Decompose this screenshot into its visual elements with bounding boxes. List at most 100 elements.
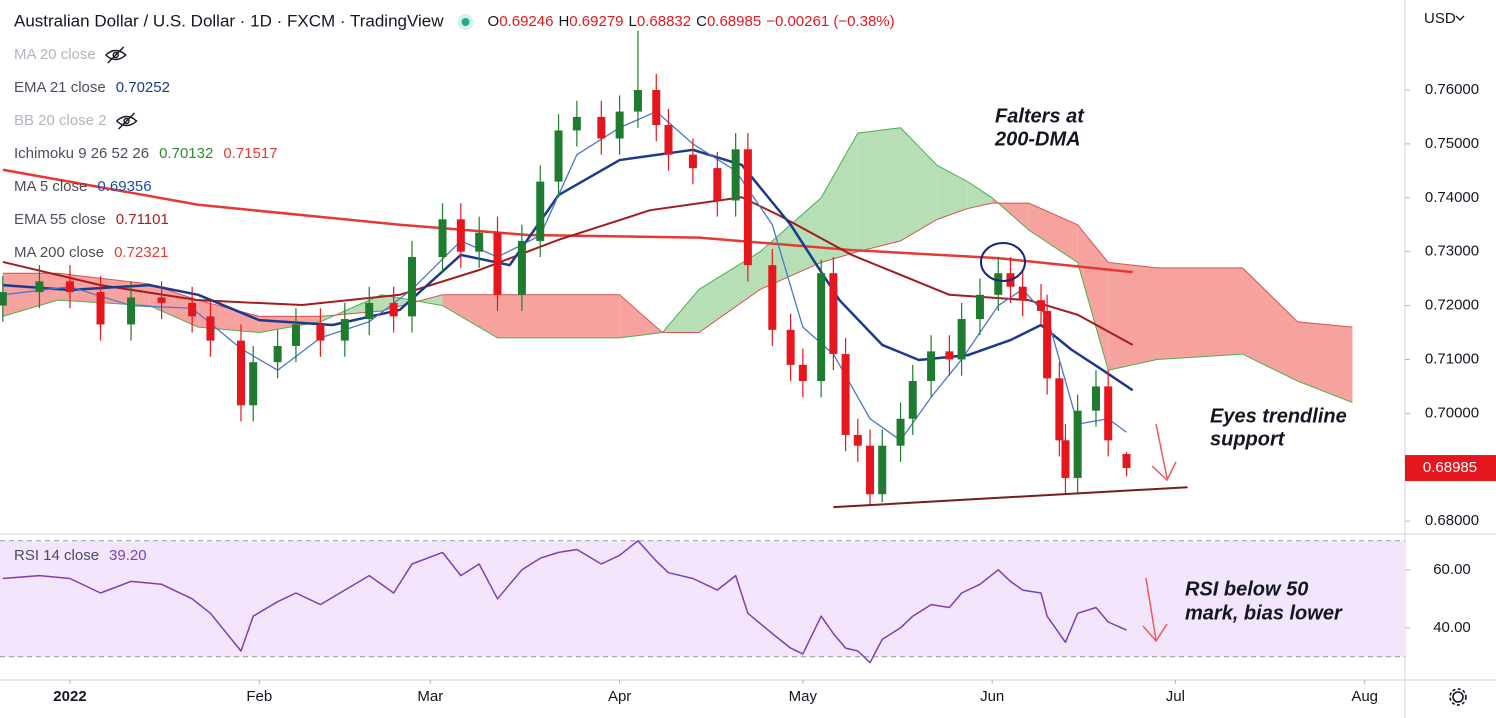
candle-body [273, 345, 282, 363]
annotation: Falters at [995, 105, 1085, 127]
candle-body [957, 319, 966, 360]
candle-body [456, 219, 465, 252]
y-tick-label: 0.75000 [1425, 135, 1479, 152]
candle-body [829, 273, 838, 355]
candle-body [866, 445, 875, 495]
candle-body [688, 154, 697, 169]
cloud-edge [2, 127, 1353, 404]
legend-name: EMA 55 close [14, 211, 106, 228]
candle-body [0, 292, 7, 306]
candle-body [652, 90, 661, 126]
cloud-segment [558, 294, 620, 338]
cloud-segment [1297, 321, 1353, 403]
legend-value: 0.70132 [159, 145, 213, 162]
cloud-segment [2, 273, 58, 317]
candle-body [841, 354, 850, 435]
legend-name: EMA 21 close [14, 79, 106, 96]
candle-body [1018, 286, 1027, 301]
ohlc-label: H [558, 13, 569, 30]
cloud-segment [1108, 262, 1158, 371]
chart-title: Australian Dollar / U.S. Dollar · 1D · F… [14, 11, 444, 30]
indicator-line [2, 110, 1127, 441]
candle-body [878, 445, 887, 495]
candle-body [475, 232, 484, 252]
x-tick-label: Jul [1166, 688, 1185, 705]
legend-name: MA 20 close [14, 46, 96, 63]
legend-value: 0.72321 [114, 244, 168, 261]
ohlc-label: C [696, 13, 707, 30]
legend-value: 39.20 [109, 547, 147, 564]
candle-body [1073, 410, 1082, 479]
candle-body [1091, 386, 1100, 411]
candle-body [157, 297, 166, 303]
candle-body [615, 111, 624, 139]
candle-body [1037, 300, 1046, 311]
cloud-segment [1077, 224, 1109, 371]
y-tick-label: 0.76000 [1425, 81, 1479, 98]
hidden-eye-pupil [123, 117, 130, 125]
candle-body [572, 116, 581, 131]
ohlc-value: 0.68985 [707, 13, 761, 30]
candle-body [786, 329, 795, 365]
x-tick-label: May [789, 688, 818, 705]
currency-label: USD [1424, 10, 1456, 27]
candle-body [493, 232, 502, 295]
ohlc-value: 0.69246 [499, 13, 553, 30]
cloud-segment [857, 127, 901, 252]
legend-value: 0.70252 [116, 79, 170, 96]
candle-body [340, 319, 349, 341]
settings-icon[interactable] [1449, 688, 1467, 706]
candle-body [713, 168, 722, 201]
candle-body [291, 324, 300, 346]
candle-body [206, 316, 215, 341]
cloud-segment [699, 251, 761, 333]
candle-body [853, 434, 862, 446]
hidden-eye-pupil [112, 51, 119, 59]
candle-body [1043, 310, 1052, 379]
candle-body [517, 240, 526, 295]
y-tick-label: 0.70000 [1425, 404, 1479, 421]
last-price-box [1405, 455, 1496, 482]
candle-body [1104, 386, 1113, 441]
candle-body [817, 273, 826, 382]
candle-body [896, 418, 905, 446]
candle-body [633, 90, 642, 112]
candle-body [249, 362, 258, 406]
legend-name: BB 20 close 2 [14, 112, 107, 129]
x-tick-label: Aug [1351, 688, 1378, 705]
cloud-segment [442, 294, 498, 338]
cloud-segment [900, 127, 938, 241]
candle-body [1061, 440, 1070, 479]
candle-body [407, 257, 416, 317]
last-price-label: 0.68985 [1423, 459, 1477, 476]
hidden-eye-icon [105, 46, 127, 64]
candle-body [236, 340, 245, 406]
cloud-edge [2, 202, 1353, 334]
arrow [1142, 577, 1168, 643]
x-tick-label: Jun [980, 688, 1004, 705]
cloud-segment [967, 181, 993, 209]
cloud-segment [937, 165, 968, 220]
change-value: −0.00261 (−0.38%) [766, 13, 894, 30]
y-tick-label: 0.68000 [1425, 512, 1479, 529]
candle-body [35, 281, 44, 293]
x-tick-label: Mar [417, 688, 443, 705]
candle-body [438, 219, 447, 258]
arrow [1151, 423, 1177, 482]
rsi-band [0, 540, 1405, 657]
ohlc-value: 0.68832 [637, 13, 691, 30]
x-tick-label: Feb [246, 688, 272, 705]
legend-value: 0.71101 [116, 211, 169, 228]
candle-body [554, 130, 563, 182]
candle-body [65, 281, 74, 293]
ohlc-label: L [629, 13, 637, 30]
annotation: mark, bias lower [1185, 602, 1343, 624]
main-pane [0, 30, 1353, 509]
candle-body [927, 351, 936, 382]
status-dot-core [461, 18, 470, 26]
y-tick-label: 0.72000 [1425, 297, 1479, 314]
candle-body [994, 273, 1003, 295]
candle-body [743, 149, 752, 266]
rsi-line [2, 540, 1127, 664]
